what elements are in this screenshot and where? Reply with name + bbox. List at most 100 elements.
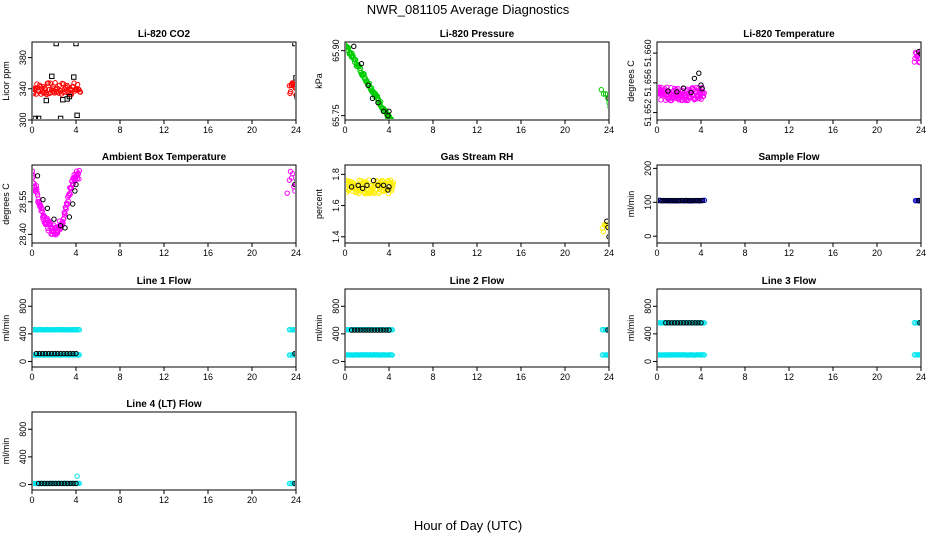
point-pressure-late (598, 86, 604, 93)
x-tick-label: 24 (291, 372, 301, 382)
point-co2 (45, 80, 51, 86)
point-line3-black (663, 320, 669, 326)
point-temp (701, 90, 707, 96)
x-tick-label: 24 (604, 372, 614, 382)
point-co2 (34, 81, 40, 87)
plot-frame (31, 41, 297, 121)
x-tick-label: 0 (342, 125, 347, 135)
point-line2-black (371, 327, 378, 333)
point-line2-black (354, 327, 361, 333)
point-co2-std (33, 115, 38, 119)
x-tick-label: 16 (516, 248, 526, 258)
point-pressure-late (600, 91, 607, 97)
y-axis-label: ml/min (314, 315, 324, 342)
point-box (61, 216, 67, 222)
point-sample-black (679, 197, 686, 204)
point-line2-black (383, 327, 389, 333)
point-sample (701, 197, 707, 204)
point-line1-high (292, 327, 295, 333)
point-co2-std (53, 43, 59, 47)
x-tick-label: 4 (698, 125, 703, 135)
y-tick-label: 100 (643, 195, 653, 210)
point-co2 (74, 81, 81, 88)
point-line2-black (357, 327, 363, 333)
point-box-black (73, 181, 79, 188)
point-box-black (40, 196, 46, 203)
point-sample-black (674, 197, 680, 204)
x-tick-label: 12 (784, 125, 794, 135)
y-tick-label: 800 (643, 299, 653, 314)
point-line2-black (607, 328, 608, 332)
point-co2 (41, 85, 48, 91)
point-temp (917, 59, 920, 65)
point-line1-black (61, 350, 67, 357)
x-tick-label: 24 (291, 495, 301, 505)
y-tick-label: 340 (18, 81, 28, 96)
point-co2-std (73, 43, 79, 47)
point-line1-black (39, 350, 46, 357)
x-tick-label: 8 (430, 248, 435, 258)
point-line2-low (605, 352, 608, 358)
y-axis-label: kPa (314, 73, 324, 89)
points-line2 (346, 326, 608, 358)
y-tick-label: 800 (331, 299, 341, 314)
point-line2-black (351, 327, 358, 333)
point-box (33, 171, 35, 177)
point-line1-high (294, 328, 295, 332)
point-line2-low (607, 353, 608, 357)
y-axis-label: ml/min (1, 438, 11, 465)
plot-frame (656, 164, 922, 244)
point-box-black (62, 225, 68, 231)
point-line2-black (377, 327, 384, 333)
point-line1-high (76, 327, 83, 333)
point-box (34, 190, 40, 196)
point-line1-black (58, 350, 64, 357)
point-box (64, 201, 71, 208)
x-tick-label: 12 (472, 125, 482, 135)
point-co2-std (74, 112, 80, 119)
chart-pressure: Li-820 Pressure 0 4 8 12 16 20 24 65.75 65.90 kPa (314, 29, 614, 135)
x-tick-label: 4 (73, 125, 78, 135)
chart-line1: Line 1 Flow 0 4 8 12 16 20 24 0 400 800 ml/min (1, 276, 301, 382)
chart-title: Ambient Box Temperature (102, 152, 227, 163)
x-tick-label: 16 (516, 372, 526, 382)
point-line4-black (294, 481, 295, 486)
point-sample-black (671, 197, 677, 204)
point-line1-black (55, 350, 61, 357)
point-pressure-black (365, 82, 371, 89)
x-tick-label: 4 (386, 125, 391, 135)
point-pressure (388, 116, 394, 119)
point-line4-black (73, 480, 79, 487)
point-box (65, 198, 71, 204)
point-line3-low (701, 352, 707, 358)
y-tick-label: 1.6 (331, 199, 341, 212)
point-box-black (294, 178, 295, 182)
points-pressure (346, 43, 608, 119)
point-pressure-late (607, 105, 608, 109)
point-line2-black (348, 327, 355, 333)
point-line3-high (701, 320, 707, 326)
point-line3-black (698, 320, 704, 326)
point-line1-black (45, 350, 52, 357)
point-pressure-black (606, 95, 608, 101)
point-line3-black (695, 320, 701, 326)
point-co2 (33, 85, 36, 91)
x-tick-label: 16 (828, 248, 838, 258)
x-tick-label: 8 (117, 372, 122, 382)
chart-line4: Line 4 (LT) Flow 0 4 8 12 16 20 24 0 400 800 ml/min (1, 399, 301, 505)
chart-title: Sample Flow (758, 152, 819, 163)
point-line2-black (366, 327, 372, 333)
x-tick-label: 8 (742, 125, 747, 135)
point-co2-std (43, 97, 49, 104)
y-tick-label: 1.8 (331, 168, 341, 181)
x-tick-label: 20 (247, 495, 257, 505)
point-line3-black (677, 320, 684, 326)
x-tick-label: 12 (159, 372, 169, 382)
y-axis-label: percent (314, 188, 324, 219)
x-tick-label: 20 (560, 372, 570, 382)
x-tick-label: 12 (472, 372, 482, 382)
x-tick-label: 24 (916, 248, 926, 258)
y-tick-label: 200 (643, 161, 653, 176)
x-tick-label: 12 (159, 125, 169, 135)
x-tick-label: 12 (784, 248, 794, 258)
